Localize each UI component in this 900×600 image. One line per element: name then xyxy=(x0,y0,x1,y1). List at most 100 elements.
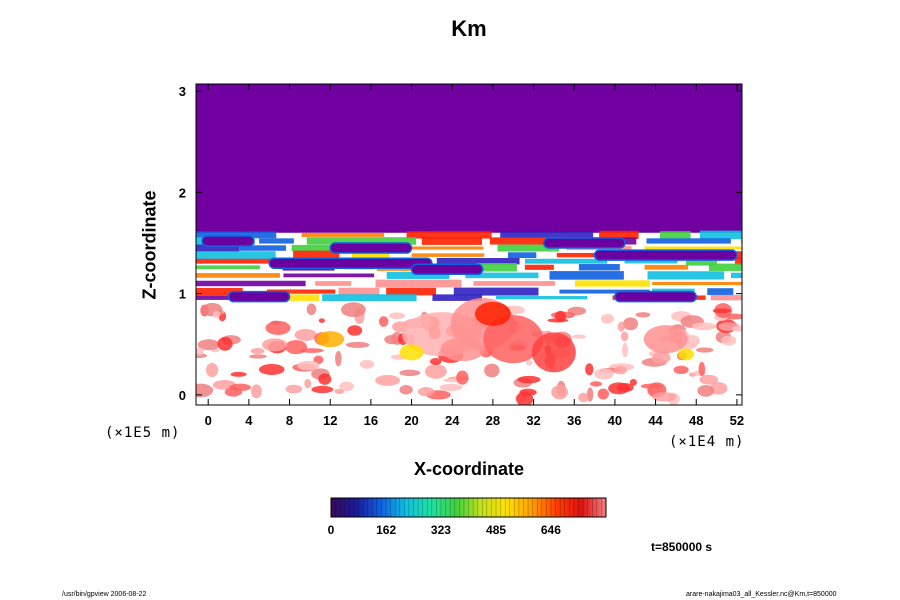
turbulent-streak xyxy=(524,264,554,270)
turbulent-pocket xyxy=(227,290,291,303)
convective-cell xyxy=(347,325,363,336)
y-tick-label: 3 xyxy=(179,84,186,99)
time-label: t=850000 s xyxy=(651,540,713,554)
turbulent-streak xyxy=(196,295,234,300)
turbulent-streak xyxy=(647,271,725,280)
x-tick-label: 32 xyxy=(526,413,540,428)
convective-cell xyxy=(585,363,594,376)
turbulent-streak xyxy=(322,294,417,302)
footer-left: /usr/bin/gpview 2006-08-22 xyxy=(62,591,147,598)
turbulent-streak xyxy=(578,264,620,271)
convective-cell xyxy=(621,343,629,358)
x-tick-label: 16 xyxy=(364,413,378,428)
turbulent-streak xyxy=(574,280,650,287)
turbulent-pocket xyxy=(410,263,484,276)
convective-plume xyxy=(643,325,688,354)
turbulent-streak xyxy=(386,271,450,279)
convective-cell xyxy=(294,329,317,341)
x-tick-label: 20 xyxy=(404,413,418,428)
convective-cell xyxy=(623,317,639,331)
turbulent-streak xyxy=(507,252,537,258)
convective-cell xyxy=(258,363,285,375)
convective-cell xyxy=(417,387,435,397)
turbulent-streak xyxy=(549,271,624,280)
convective-cell xyxy=(691,322,717,331)
x-axis: 0 4 8 12 16 20 24 28 32 36 40 44 48 52 xyxy=(205,84,744,428)
y-tick-label: 1 xyxy=(179,287,186,302)
turbulent-streak xyxy=(259,238,294,244)
convective-cell xyxy=(516,391,534,405)
convective-cell xyxy=(698,361,706,377)
y-axis: 0 1 2 3 xyxy=(179,84,742,403)
x-tick-label: 4 xyxy=(245,413,253,428)
turbulent-streak xyxy=(465,272,539,279)
turbulent-streak xyxy=(500,231,594,239)
convective-cell xyxy=(517,375,541,384)
convective-plume xyxy=(474,301,511,326)
convective-plume xyxy=(399,344,424,361)
convective-cell xyxy=(590,381,603,387)
convective-cell xyxy=(635,312,651,318)
convective-cell xyxy=(594,368,614,380)
convective-plume xyxy=(531,332,576,373)
convective-cell xyxy=(572,334,587,339)
turbulent-streak xyxy=(283,273,375,278)
convective-cell xyxy=(388,312,406,320)
x-tick-label: 36 xyxy=(567,413,581,428)
convective-cell xyxy=(617,321,625,332)
turbulent-streak xyxy=(293,250,340,260)
convective-cell xyxy=(424,363,447,379)
convective-cell xyxy=(339,381,354,392)
convective-cell xyxy=(318,318,325,323)
convective-cell xyxy=(696,347,714,353)
x-tick-label: 0 xyxy=(205,413,212,428)
turbulent-streak xyxy=(315,281,352,286)
turbulent-streak xyxy=(710,294,742,301)
convective-cell xyxy=(196,383,214,398)
convective-cell xyxy=(297,360,320,371)
x-tick-label: 28 xyxy=(486,413,500,428)
convective-cell xyxy=(334,388,345,395)
turbulent-streak xyxy=(386,287,437,296)
convective-cell xyxy=(651,392,677,402)
convective-cell xyxy=(697,384,715,397)
convective-cell xyxy=(311,385,334,394)
footer-right: arare-nakajima03_all_Kessler.nc@Km,t=850… xyxy=(686,591,837,598)
colorbar-tick-label: 162 xyxy=(376,523,396,537)
colorbar: 0 162 323 485 646 xyxy=(328,497,607,537)
turbulent-streak xyxy=(624,258,678,264)
convective-plume xyxy=(316,331,345,348)
turbulent-streak xyxy=(375,279,462,288)
convective-cell xyxy=(224,387,243,397)
convective-cell xyxy=(439,383,463,392)
turbulent-streak xyxy=(741,238,742,244)
turbulent-streak xyxy=(708,263,742,271)
turbulent-pocket xyxy=(268,257,433,269)
convective-cell xyxy=(699,374,719,385)
turbulent-pocket xyxy=(593,249,738,261)
x-tick-label: 52 xyxy=(730,413,744,428)
turbulent-streak xyxy=(338,287,380,296)
y-unit-label: (×1E5 m) xyxy=(105,425,181,441)
x-tick-label: 12 xyxy=(323,413,337,428)
convective-cell xyxy=(375,375,401,386)
turbulent-pocket xyxy=(201,235,255,247)
convective-cell xyxy=(212,310,221,319)
turbulent-streak xyxy=(196,231,277,239)
convective-cell xyxy=(721,335,737,346)
turbulent-streak xyxy=(731,272,742,279)
convective-cell xyxy=(620,331,629,342)
turbulent-streak xyxy=(473,281,555,286)
turbulent-streak xyxy=(644,264,689,270)
convective-cell xyxy=(597,388,609,400)
convective-cell xyxy=(345,341,370,348)
convective-cell xyxy=(250,348,265,354)
x-unit-label: (×1E4 m) xyxy=(669,434,745,450)
turbulent-streak xyxy=(497,244,559,252)
convective-plume xyxy=(678,348,695,361)
convective-cell xyxy=(600,313,615,324)
convective-cell xyxy=(614,365,627,375)
colorbar-frame xyxy=(330,497,607,518)
turbulent-streak xyxy=(707,288,734,295)
